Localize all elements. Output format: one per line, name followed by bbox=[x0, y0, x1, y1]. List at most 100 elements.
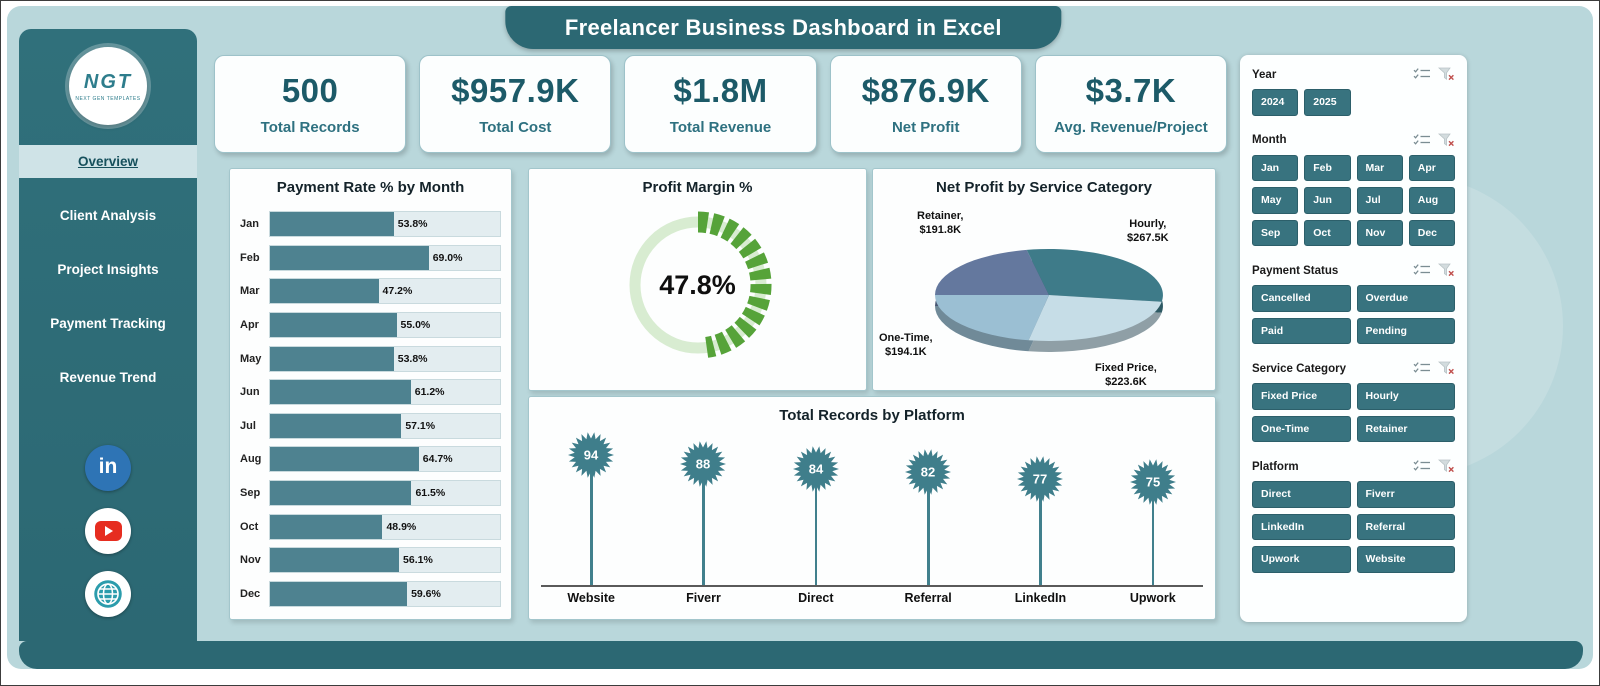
bar-fill[interactable] bbox=[270, 514, 383, 539]
pie-chart-svg bbox=[934, 249, 1163, 353]
bar-fill[interactable] bbox=[270, 413, 402, 438]
bar-fill[interactable] bbox=[270, 447, 419, 472]
slicer-option-2024[interactable]: 2024 bbox=[1252, 89, 1299, 116]
bar-value-label: 69.0% bbox=[432, 251, 463, 264]
slicer-option-cancelled[interactable]: Cancelled bbox=[1252, 285, 1351, 312]
slicer-service-category: Service Category Fixed Price Hourly One-Tim… bbox=[1252, 361, 1455, 442]
lollipop-marker[interactable]: 77 bbox=[1016, 455, 1064, 508]
slicer-header: Platform bbox=[1252, 459, 1455, 474]
clear-filter-icon[interactable] bbox=[1438, 133, 1455, 148]
platform-item-upwork: 75 Upwork bbox=[1097, 397, 1209, 619]
bar-category-label: Jul bbox=[240, 419, 256, 432]
pie-slice-hourly[interactable] bbox=[1026, 249, 1163, 302]
slicer-option-oct[interactable]: Oct bbox=[1304, 219, 1351, 246]
bar-fill[interactable] bbox=[270, 312, 397, 337]
pie-label-name: Retainer, bbox=[917, 210, 964, 222]
pie-slice-fixed-price[interactable] bbox=[1028, 295, 1162, 342]
bar-row-jun: Jun 61.2% bbox=[240, 379, 501, 406]
slicer-option-referral[interactable]: Referral bbox=[1356, 513, 1455, 540]
payment-rate-chart-panel: Payment Rate % by Month Jan 53.8% Feb 69.0%… bbox=[229, 168, 512, 620]
kpi-label: Total Revenue bbox=[669, 119, 772, 136]
multiselect-icon[interactable] bbox=[1413, 361, 1431, 376]
profit-margin-chart-panel: Profit Margin % 47.8% bbox=[528, 168, 867, 391]
slicer-option-hourly[interactable]: Hourly bbox=[1356, 383, 1455, 410]
sidebar-item-project-insights[interactable]: Project Insights bbox=[57, 262, 159, 277]
multiselect-icon[interactable] bbox=[1413, 133, 1431, 148]
pie-label-value: $191.8K bbox=[919, 224, 962, 237]
lollipop-marker[interactable]: 88 bbox=[679, 440, 727, 493]
lollipop-stem bbox=[702, 463, 705, 585]
slicer-option-feb[interactable]: Feb bbox=[1304, 154, 1351, 181]
slicer-option-aug[interactable]: Aug bbox=[1408, 187, 1455, 214]
clear-filter-icon[interactable] bbox=[1438, 459, 1455, 474]
slicer-option-jan[interactable]: Jan bbox=[1252, 154, 1299, 181]
logo: NGT NEXT GEN TEMPLATES bbox=[69, 47, 147, 125]
bar-fill[interactable] bbox=[270, 581, 408, 606]
clear-filter-icon[interactable] bbox=[1438, 263, 1455, 278]
youtube-icon[interactable] bbox=[85, 508, 131, 554]
platform-item-referral: 82 Referral bbox=[872, 397, 984, 619]
lollipop-marker[interactable]: 84 bbox=[792, 445, 840, 498]
bar-fill[interactable] bbox=[270, 481, 412, 505]
multiselect-icon[interactable] bbox=[1413, 263, 1431, 278]
platform-label: Referral bbox=[904, 591, 952, 605]
bar-value-label: 61.2% bbox=[414, 386, 445, 399]
slicer-title-platform: Platform bbox=[1252, 460, 1299, 473]
bar-fill[interactable] bbox=[270, 548, 400, 573]
sidebar-item-overview[interactable]: Overview bbox=[19, 145, 197, 178]
slicer-option-fixed-price[interactable]: Fixed Price bbox=[1252, 383, 1351, 410]
slicer-header: Month bbox=[1252, 133, 1455, 148]
bar-category-label: Dec bbox=[240, 587, 261, 600]
clear-filter-icon[interactable] bbox=[1438, 361, 1455, 376]
slicer-option-upwork[interactable]: Upwork bbox=[1252, 546, 1351, 573]
bar-fill[interactable] bbox=[270, 245, 429, 270]
linkedin-icon[interactable]: in bbox=[85, 445, 131, 491]
pie-slice-retainer[interactable] bbox=[935, 249, 1049, 295]
svg-text:84: 84 bbox=[809, 462, 824, 477]
bar-fill[interactable] bbox=[270, 212, 394, 236]
kpi-label: Net Profit bbox=[891, 119, 960, 136]
slicer-option-linkedin[interactable]: LinkedIn bbox=[1252, 513, 1351, 540]
slicer-option-paid[interactable]: Paid bbox=[1252, 317, 1351, 344]
platform-label: Fiverr bbox=[686, 591, 721, 605]
slicer-option-pending[interactable]: Pending bbox=[1356, 317, 1455, 344]
slicer-option-2025[interactable]: 2025 bbox=[1304, 89, 1351, 116]
globe-icon[interactable] bbox=[85, 571, 131, 617]
slicer-option-dec[interactable]: Dec bbox=[1408, 219, 1455, 246]
pie-slice-one-time[interactable] bbox=[934, 295, 1049, 341]
bar-row-nov: Nov 56.1% bbox=[240, 547, 501, 574]
slicer-option-apr[interactable]: Apr bbox=[1408, 154, 1455, 181]
slicer-option-nov[interactable]: Nov bbox=[1356, 219, 1403, 246]
slicer-option-overdue[interactable]: Overdue bbox=[1356, 285, 1455, 312]
bar-category-label: Nov bbox=[240, 554, 261, 567]
sidebar-item-revenue-trend[interactable]: Revenue Trend bbox=[59, 370, 157, 385]
slicer-option-direct[interactable]: Direct bbox=[1252, 481, 1351, 508]
multiselect-icon[interactable] bbox=[1413, 67, 1431, 82]
slicer-option-one-time[interactable]: One-Time bbox=[1252, 415, 1351, 442]
slicer-option-may[interactable]: May bbox=[1252, 187, 1299, 214]
bar-track: 59.6% bbox=[269, 580, 501, 607]
slicer-option-mar[interactable]: Mar bbox=[1356, 154, 1403, 181]
slicer-options: Cancelled Overdue Paid Pending bbox=[1252, 285, 1455, 344]
pie-label-name: Fixed Price, bbox=[1095, 362, 1157, 374]
clear-filter-icon[interactable] bbox=[1438, 67, 1455, 82]
sidebar-item-payment-tracking[interactable]: Payment Tracking bbox=[50, 316, 166, 331]
lollipop-marker[interactable]: 82 bbox=[904, 448, 952, 501]
bar-fill[interactable] bbox=[270, 279, 379, 304]
slicer-option-website[interactable]: Website bbox=[1356, 546, 1455, 573]
slicer-platform: Platform Direct Fiverr LinkedIn Referral Upwo… bbox=[1252, 459, 1455, 573]
lollipop-marker[interactable]: 75 bbox=[1129, 458, 1177, 511]
slicer-option-jun[interactable]: Jun bbox=[1304, 187, 1351, 214]
bar-value-label: 61.5% bbox=[415, 487, 446, 499]
slicer-option-retainer[interactable]: Retainer bbox=[1356, 415, 1455, 442]
bar-track: 53.8% bbox=[269, 345, 501, 372]
slicer-option-fiverr[interactable]: Fiverr bbox=[1356, 481, 1455, 508]
slicer-option-sep[interactable]: Sep bbox=[1252, 219, 1299, 246]
bar-fill[interactable] bbox=[270, 380, 411, 405]
lollipop-stem bbox=[927, 471, 930, 585]
slicer-option-jul[interactable]: Jul bbox=[1356, 187, 1403, 214]
sidebar-item-client-analysis[interactable]: Client Analysis bbox=[59, 208, 157, 223]
bar-fill[interactable] bbox=[270, 346, 394, 371]
multiselect-icon[interactable] bbox=[1413, 459, 1431, 474]
lollipop-marker[interactable]: 94 bbox=[567, 431, 615, 484]
